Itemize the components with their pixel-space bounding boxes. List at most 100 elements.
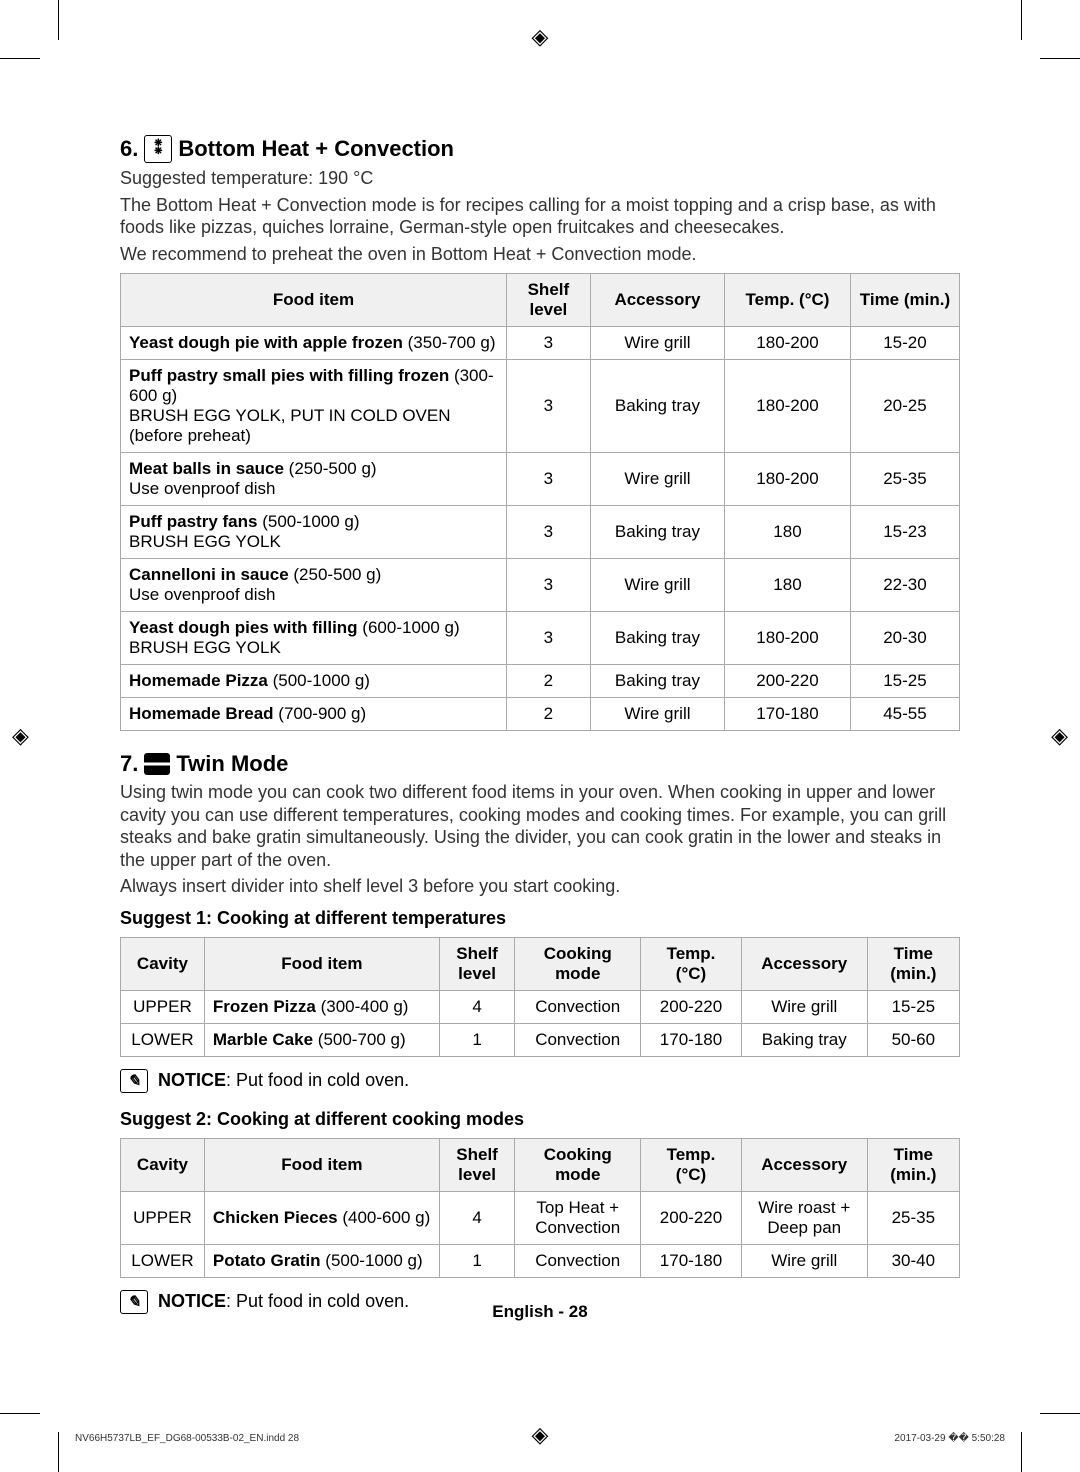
notice-label: NOTICE [158, 1070, 226, 1090]
crop-mark [1021, 1432, 1022, 1472]
registration-mark-icon: ◈ [12, 723, 29, 749]
accessory: Baking tray [590, 612, 724, 665]
crop-mark [58, 1432, 59, 1472]
cooking-mode: Convection [515, 990, 641, 1023]
col-mode: Cooking mode [515, 937, 641, 990]
time: 15-25 [867, 990, 959, 1023]
col-food: Food item [121, 274, 507, 327]
food-item: Puff pastry fans (500-1000 g)BRUSH EGG Y… [121, 506, 507, 559]
food-item: Yeast dough pie with apple frozen (350-7… [121, 327, 507, 360]
col-shelf: Shelf level [439, 1138, 515, 1191]
section-description: Always insert divider into shelf level 3… [120, 875, 960, 898]
food-item: Meat balls in sauce (250-500 g)Use ovenp… [121, 453, 507, 506]
accessory: Wire roast + Deep pan [741, 1191, 867, 1244]
twin-table-1: Cavity Food item Shelf level Cooking mod… [120, 937, 960, 1057]
bottom-heat-convection-icon: ❋❋ [144, 135, 172, 163]
temp: 180 [725, 559, 851, 612]
food-item: Cannelloni in sauce (250-500 g)Use ovenp… [121, 559, 507, 612]
col-temp: Temp. (°C) [641, 1138, 742, 1191]
shelf-level: 3 [506, 612, 590, 665]
accessory: Baking tray [590, 665, 724, 698]
crop-mark [0, 1413, 40, 1414]
time: 15-23 [850, 506, 959, 559]
table-row: Puff pastry small pies with filling froz… [121, 360, 960, 453]
col-accessory: Accessory [590, 274, 724, 327]
temp: 180-200 [725, 360, 851, 453]
crop-mark [1021, 0, 1022, 40]
table-row: Puff pastry fans (500-1000 g)BRUSH EGG Y… [121, 506, 960, 559]
time: 25-35 [850, 453, 959, 506]
food-item: Marble Cake (500-700 g) [204, 1023, 439, 1056]
col-temp: Temp. (°C) [641, 937, 742, 990]
cavity: LOWER [121, 1244, 205, 1277]
time: 15-25 [850, 665, 959, 698]
table-header-row: Cavity Food item Shelf level Cooking mod… [121, 1138, 960, 1191]
temp: 200-220 [725, 665, 851, 698]
shelf-level: 1 [439, 1023, 515, 1056]
col-shelf: Shelf level [439, 937, 515, 990]
shelf-level: 4 [439, 1191, 515, 1244]
section-6-heading: 6. ❋❋ Bottom Heat + Convection [120, 135, 960, 163]
accessory: Baking tray [590, 506, 724, 559]
accessory: Wire grill [741, 1244, 867, 1277]
twin-mode-icon [144, 753, 170, 775]
cooking-mode: Convection [515, 1023, 641, 1056]
footer-filename: NV66H5737LB_EF_DG68-00533B-02_EN.indd 28 [75, 1433, 299, 1444]
accessory: Baking tray [590, 360, 724, 453]
shelf-level: 3 [506, 453, 590, 506]
temp: 170-180 [641, 1244, 742, 1277]
food-item: Frozen Pizza (300-400 g) [204, 990, 439, 1023]
temp: 170-180 [725, 698, 851, 731]
shelf-level: 2 [506, 698, 590, 731]
table-row: LOWERPotato Gratin (500-1000 g)1Convecti… [121, 1244, 960, 1277]
cooking-table-section-6: Food item Shelf level Accessory Temp. (°… [120, 273, 960, 731]
col-cavity: Cavity [121, 937, 205, 990]
notice-1: ✎ NOTICE: Put food in cold oven. [120, 1069, 960, 1093]
registration-mark-icon: ◈ [532, 1422, 549, 1448]
col-time: Time (min.) [867, 1138, 959, 1191]
section-number: 7. [120, 751, 138, 777]
time: 20-30 [850, 612, 959, 665]
time: 15-20 [850, 327, 959, 360]
table-row: Cannelloni in sauce (250-500 g)Use ovenp… [121, 559, 960, 612]
accessory: Wire grill [590, 559, 724, 612]
shelf-level: 2 [506, 665, 590, 698]
suggest-2-heading: Suggest 2: Cooking at different cooking … [120, 1109, 960, 1130]
table-row: Homemade Bread (700-900 g)2Wire grill170… [121, 698, 960, 731]
crop-mark [0, 58, 40, 59]
col-mode: Cooking mode [515, 1138, 641, 1191]
temp: 170-180 [641, 1023, 742, 1056]
table-header-row: Food item Shelf level Accessory Temp. (°… [121, 274, 960, 327]
page-number: English - 28 [0, 1302, 1080, 1322]
crop-mark [1040, 1413, 1080, 1414]
table-row: Yeast dough pie with apple frozen (350-7… [121, 327, 960, 360]
food-item: Chicken Pieces (400-600 g) [204, 1191, 439, 1244]
cavity: UPPER [121, 990, 205, 1023]
table-row: UPPERFrozen Pizza (300-400 g)4Convection… [121, 990, 960, 1023]
registration-mark-icon: ◈ [1051, 723, 1068, 749]
accessory: Wire grill [590, 698, 724, 731]
section-title: Twin Mode [176, 751, 288, 777]
shelf-level: 4 [439, 990, 515, 1023]
time: 22-30 [850, 559, 959, 612]
time: 30-40 [867, 1244, 959, 1277]
food-item: Puff pastry small pies with filling froz… [121, 360, 507, 453]
shelf-level: 3 [506, 327, 590, 360]
crop-mark [58, 0, 59, 40]
col-accessory: Accessory [741, 937, 867, 990]
notice-icon: ✎ [120, 1069, 148, 1093]
food-item: Yeast dough pies with filling (600-1000 … [121, 612, 507, 665]
col-accessory: Accessory [741, 1138, 867, 1191]
col-food: Food item [204, 937, 439, 990]
time: 45-55 [850, 698, 959, 731]
col-time: Time (min.) [850, 274, 959, 327]
table-row: Yeast dough pies with filling (600-1000 … [121, 612, 960, 665]
cavity: UPPER [121, 1191, 205, 1244]
temp: 180 [725, 506, 851, 559]
suggested-temperature: Suggested temperature: 190 °C [120, 167, 960, 190]
section-description: Using twin mode you can cook two differe… [120, 781, 960, 871]
table-header-row: Cavity Food item Shelf level Cooking mod… [121, 937, 960, 990]
col-food: Food item [204, 1138, 439, 1191]
temp: 180-200 [725, 612, 851, 665]
shelf-level: 3 [506, 360, 590, 453]
